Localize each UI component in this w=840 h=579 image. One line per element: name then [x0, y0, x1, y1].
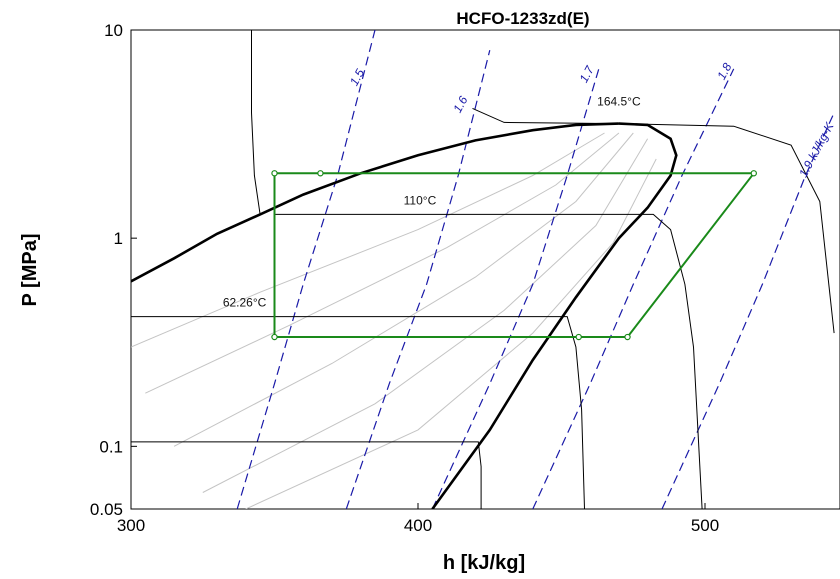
quality-line-4 [202, 138, 649, 493]
quality-line-1 [131, 132, 605, 348]
isotherm-5 [472, 107, 835, 334]
chart-title: HCFO-1233zd(E) [456, 9, 589, 28]
isotherm-label: 62.26°C [223, 295, 267, 309]
x-ticks: 300 400 500 [117, 503, 719, 535]
x-axis-label: h [kJ/kg] [443, 552, 525, 574]
curves [131, 30, 835, 509]
isentrope-4 [532, 68, 735, 509]
cycle-state-marker [750, 170, 757, 177]
isentrope-3 [431, 68, 600, 509]
y-ticks: 0.05 0.1 1 10 [90, 21, 137, 519]
cycle-state-marker [271, 333, 278, 341]
isentrope-5 [661, 112, 835, 509]
y-tick-label: 0.05 [90, 500, 123, 519]
y-axis-label: P [MPa] [19, 234, 41, 307]
isentrope-2 [345, 50, 491, 509]
quality-line-2 [145, 132, 620, 394]
isotherm-3 [131, 441, 482, 509]
cycle-state-marker [317, 170, 324, 177]
x-tick-label: 400 [404, 516, 432, 535]
isotherm-4 [251, 30, 261, 215]
saturated-vapor-line [431, 122, 678, 509]
cycle-state-marker [271, 170, 278, 177]
y-tick-label: 10 [104, 21, 123, 40]
x-tick-label: 300 [117, 516, 145, 535]
isotherm-1 [274, 213, 703, 509]
x-tick-label: 500 [691, 516, 719, 535]
quality-line-3 [173, 132, 634, 447]
y-tick-label: 1 [114, 229, 123, 248]
critical-temperature-label: 164.5°C [597, 95, 641, 109]
cycle-state-marker [575, 333, 582, 341]
y-tick-label: 0.1 [99, 437, 123, 456]
cycle-state-marker [624, 333, 631, 341]
isotherm-2 [131, 316, 585, 509]
isotherm-label: 110°C [404, 194, 437, 208]
isentrope-1 [236, 30, 376, 509]
